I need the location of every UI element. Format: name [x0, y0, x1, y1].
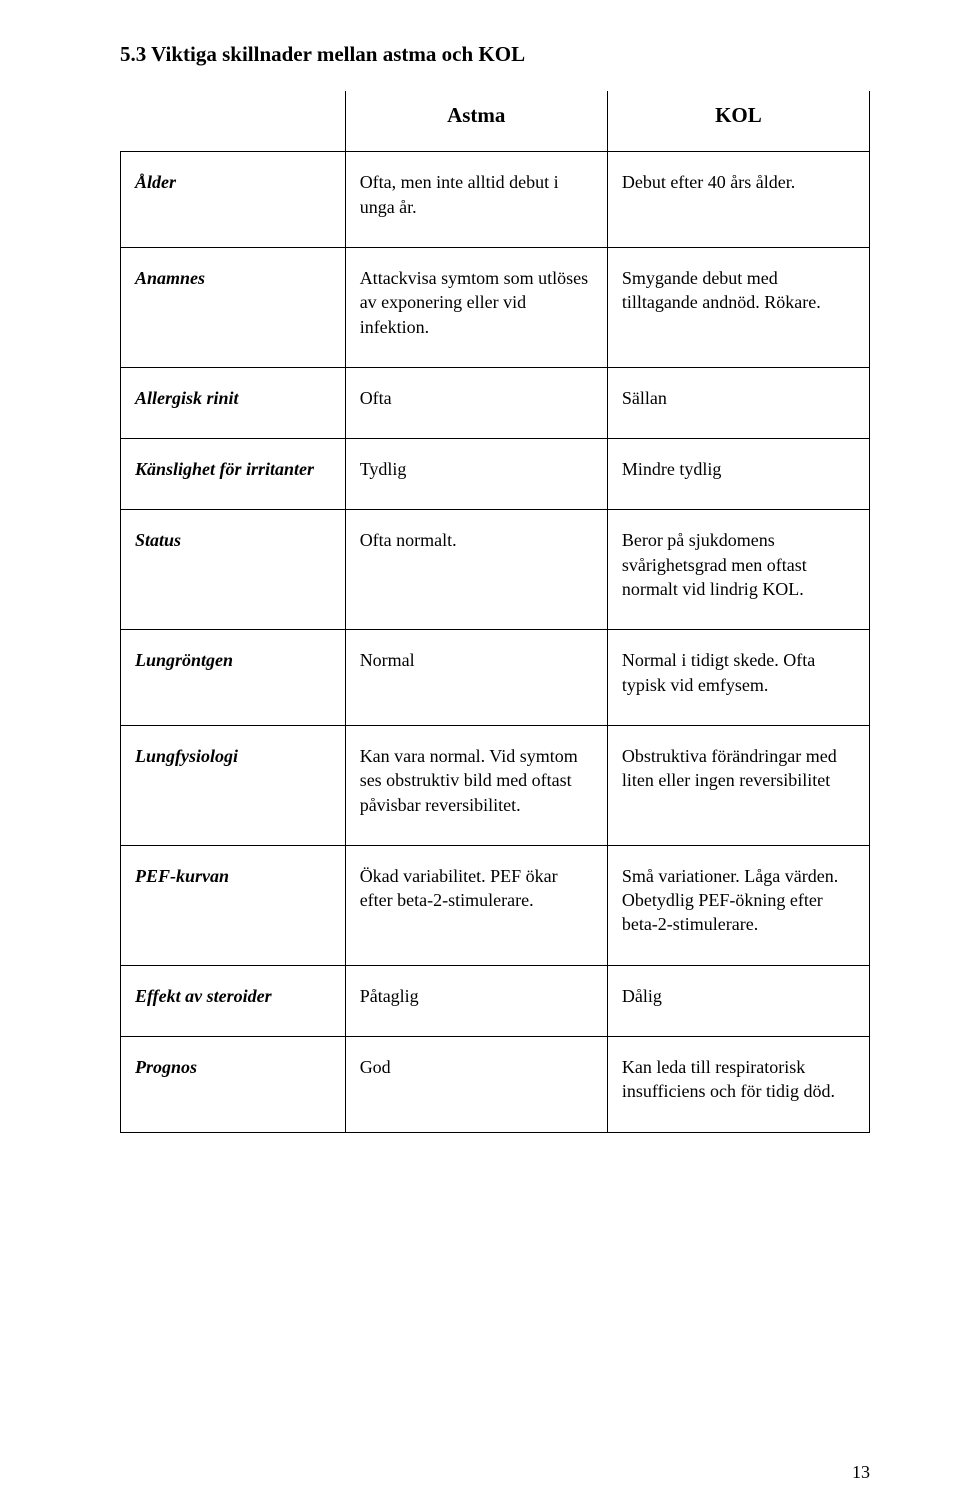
row-astma: Ofta, men inte alltid debut i unga år. [345, 152, 607, 248]
table-row: Ålder Ofta, men inte alltid debut i unga… [121, 152, 870, 248]
row-kol: Smygande debut med tilltagande andnöd. R… [607, 247, 869, 367]
header-astma: Astma [345, 91, 607, 152]
row-label: Effekt av steroider [121, 965, 346, 1036]
row-kol: Sällan [607, 367, 869, 438]
table-row: Lungfysiologi Kan vara normal. Vid symto… [121, 725, 870, 845]
row-kol: Beror på sjukdomens svårighetsgrad men o… [607, 510, 869, 630]
row-kol: Debut efter 40 års ålder. [607, 152, 869, 248]
row-label: Anamnes [121, 247, 346, 367]
row-label: Känslighet för irritanter [121, 439, 346, 510]
row-kol: Mindre tydlig [607, 439, 869, 510]
table-header-row: Astma KOL [121, 91, 870, 152]
row-kol: Kan leda till respiratorisk insufficiens… [607, 1036, 869, 1132]
row-kol: Obstruktiva förändringar med liten eller… [607, 725, 869, 845]
section-heading: 5.3 Viktiga skillnader mellan astma och … [120, 42, 870, 67]
table-row: Allergisk rinit Ofta Sällan [121, 367, 870, 438]
row-label: Lungfysiologi [121, 725, 346, 845]
row-astma: Tydlig [345, 439, 607, 510]
header-blank [121, 91, 346, 152]
row-astma: Kan vara normal. Vid symtom ses obstrukt… [345, 725, 607, 845]
comparison-table: Astma KOL Ålder Ofta, men inte alltid de… [120, 91, 870, 1133]
row-astma: Påtaglig [345, 965, 607, 1036]
row-astma: God [345, 1036, 607, 1132]
row-label: Status [121, 510, 346, 630]
table-body: Astma KOL Ålder Ofta, men inte alltid de… [121, 91, 870, 1132]
row-astma: Attackvisa symtom som utlöses av exponer… [345, 247, 607, 367]
table-row: Status Ofta normalt. Beror på sjukdomens… [121, 510, 870, 630]
page-number: 13 [852, 1462, 870, 1483]
row-astma: Ofta normalt. [345, 510, 607, 630]
table-row: Känslighet för irritanter Tydlig Mindre … [121, 439, 870, 510]
row-label: Allergisk rinit [121, 367, 346, 438]
table-row: Effekt av steroider Påtaglig Dålig [121, 965, 870, 1036]
row-astma: Ofta [345, 367, 607, 438]
table-row: Anamnes Attackvisa symtom som utlöses av… [121, 247, 870, 367]
row-label: Lungröntgen [121, 630, 346, 726]
row-label: Prognos [121, 1036, 346, 1132]
header-kol: KOL [607, 91, 869, 152]
row-kol: Dålig [607, 965, 869, 1036]
row-kol: Små variationer. Låga värden. Obetydlig … [607, 845, 869, 965]
row-label: PEF-kurvan [121, 845, 346, 965]
row-label: Ålder [121, 152, 346, 248]
table-row: Lungröntgen Normal Normal i tidigt skede… [121, 630, 870, 726]
table-row: PEF-kurvan Ökad variabilitet. PEF ökar e… [121, 845, 870, 965]
row-astma: Normal [345, 630, 607, 726]
row-astma: Ökad variabilitet. PEF ökar efter beta-2… [345, 845, 607, 965]
row-kol: Normal i tidigt skede. Ofta typisk vid e… [607, 630, 869, 726]
table-row: Prognos God Kan leda till respiratorisk … [121, 1036, 870, 1132]
page: 5.3 Viktiga skillnader mellan astma och … [0, 0, 960, 1511]
